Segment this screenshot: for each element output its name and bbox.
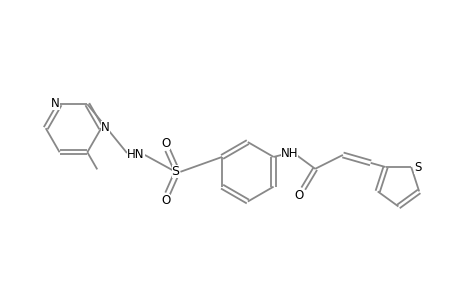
Text: N: N (51, 97, 60, 110)
Text: O: O (294, 189, 303, 202)
Text: NH: NH (280, 148, 297, 160)
Text: S: S (414, 160, 421, 173)
Text: O: O (161, 194, 170, 207)
Text: HN: HN (127, 148, 144, 161)
Text: N: N (101, 121, 109, 134)
Text: S: S (171, 165, 179, 178)
Text: O: O (161, 136, 170, 150)
